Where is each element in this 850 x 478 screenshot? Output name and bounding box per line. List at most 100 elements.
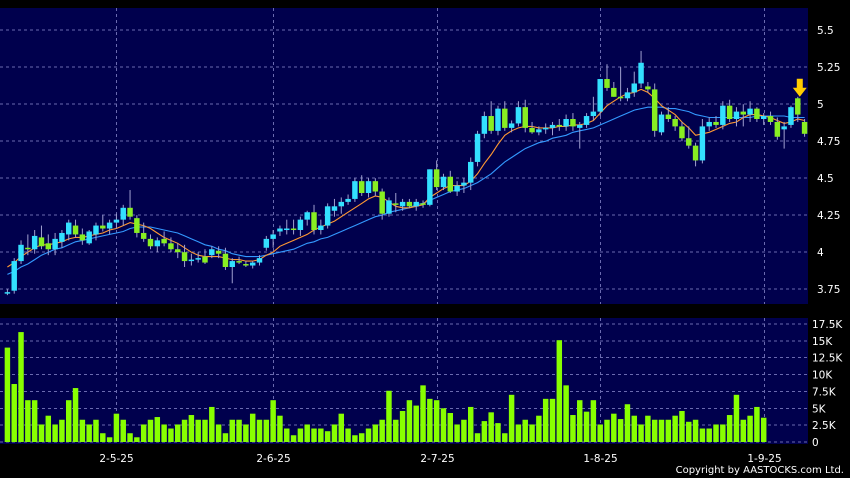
candle-body xyxy=(658,114,665,133)
volume-bar xyxy=(195,419,201,442)
candle-body xyxy=(556,124,563,127)
candle-body xyxy=(672,119,678,127)
candle-body xyxy=(270,234,276,239)
candle-body xyxy=(209,249,215,256)
candle-body xyxy=(468,161,474,183)
candle-body xyxy=(611,87,617,97)
volume-bar xyxy=(66,400,72,442)
volume-bar xyxy=(297,428,304,442)
volume-tick-label: 15K xyxy=(812,336,833,348)
candle-body xyxy=(679,126,685,139)
candle-body xyxy=(52,238,58,250)
candle-body xyxy=(474,133,481,162)
candle-body xyxy=(767,116,774,122)
candle-body xyxy=(406,201,413,207)
candle-body xyxy=(236,261,242,263)
candle-body xyxy=(617,96,624,99)
candle-body xyxy=(338,201,344,207)
candle-body xyxy=(38,237,45,247)
candle-body xyxy=(638,62,644,84)
volume-bar xyxy=(474,433,481,442)
volume-bar xyxy=(31,400,38,442)
volume-bar xyxy=(147,419,154,442)
volume-bar xyxy=(249,413,256,442)
volume-bar xyxy=(331,424,338,442)
volume-bar xyxy=(754,406,760,442)
volume-bar xyxy=(113,413,120,442)
volume-bar xyxy=(263,419,270,442)
candle-body xyxy=(175,249,181,253)
candle-body xyxy=(195,258,201,260)
volume-bar xyxy=(611,413,617,442)
candle-body xyxy=(713,121,719,125)
candle-body xyxy=(147,238,154,247)
volume-bar xyxy=(52,424,58,442)
down-arrow-icon xyxy=(792,78,807,97)
volume-bar xyxy=(38,424,45,442)
candle-body xyxy=(645,86,651,90)
candle-body xyxy=(161,238,167,244)
price-tick-label: 5.5 xyxy=(817,25,834,37)
volume-bar xyxy=(502,433,508,442)
volume-bar xyxy=(79,419,86,442)
volume-bar xyxy=(86,424,92,442)
candle-body xyxy=(154,240,161,247)
price-tick-label: 4.75 xyxy=(817,136,840,148)
candle-body xyxy=(420,203,426,205)
volume-bar xyxy=(120,419,126,442)
price-axis: 5.5 5.25 5 4.75 4.5 4.25 4 3.75 xyxy=(817,25,840,296)
ma-long-line xyxy=(7,106,805,275)
volume-bar xyxy=(154,417,161,442)
candle-body xyxy=(686,138,692,146)
candle-body xyxy=(726,105,733,119)
volume-bar xyxy=(222,433,229,442)
date-tick-label: 1-8-25 xyxy=(583,453,617,465)
volume-bar xyxy=(399,410,406,442)
volume-bar xyxy=(168,428,174,442)
candle-body xyxy=(66,222,72,235)
volume-bar xyxy=(747,415,753,442)
volume-bar xyxy=(427,398,433,442)
candle-body xyxy=(720,105,726,125)
volume-bar xyxy=(679,410,685,442)
price-tick-label: 3.75 xyxy=(817,284,840,296)
volume-bar xyxy=(11,384,17,442)
volume-bar xyxy=(358,433,365,442)
volume-bar xyxy=(699,428,706,442)
candle-body xyxy=(290,228,297,231)
volume-bar xyxy=(106,437,113,442)
candle-body xyxy=(733,111,740,119)
candle-body xyxy=(93,225,99,235)
volume-bar xyxy=(461,419,467,442)
volume-bar xyxy=(706,428,712,442)
price-tick-label: 4.5 xyxy=(817,173,834,185)
volume-bar xyxy=(686,421,692,442)
volume-bar xyxy=(277,415,283,442)
volume-bar xyxy=(651,419,658,442)
candle-body xyxy=(59,232,65,242)
candle-body xyxy=(249,262,256,266)
price-tick-label: 5.25 xyxy=(817,62,840,74)
volume-bar xyxy=(140,424,147,442)
candle-body xyxy=(549,124,556,128)
date-axis: 2-5-252-6-252-7-251-8-251-9-252-10-25 xyxy=(99,453,781,465)
volume-bar xyxy=(726,415,733,442)
volume-bar xyxy=(25,400,31,442)
volume-bar xyxy=(597,424,603,442)
volume-bar xyxy=(202,419,208,442)
candle-body xyxy=(788,107,794,125)
candle-body xyxy=(304,212,310,220)
volume-bar xyxy=(256,419,263,442)
volume-bar xyxy=(658,419,665,442)
candle-body xyxy=(427,169,433,205)
volume-bar xyxy=(188,415,195,442)
candle-body xyxy=(365,181,372,193)
volume-bar xyxy=(692,419,699,442)
candle-body xyxy=(781,126,787,130)
volume-bar xyxy=(386,390,392,442)
candle-body xyxy=(563,119,569,127)
volume-bar xyxy=(556,340,563,442)
candle-body xyxy=(345,198,351,202)
volume-bar xyxy=(134,437,140,442)
candle-body xyxy=(413,201,419,207)
